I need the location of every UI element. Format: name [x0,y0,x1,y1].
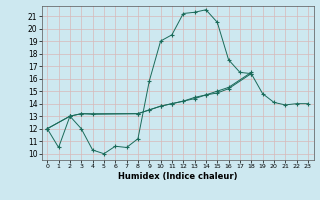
X-axis label: Humidex (Indice chaleur): Humidex (Indice chaleur) [118,172,237,181]
